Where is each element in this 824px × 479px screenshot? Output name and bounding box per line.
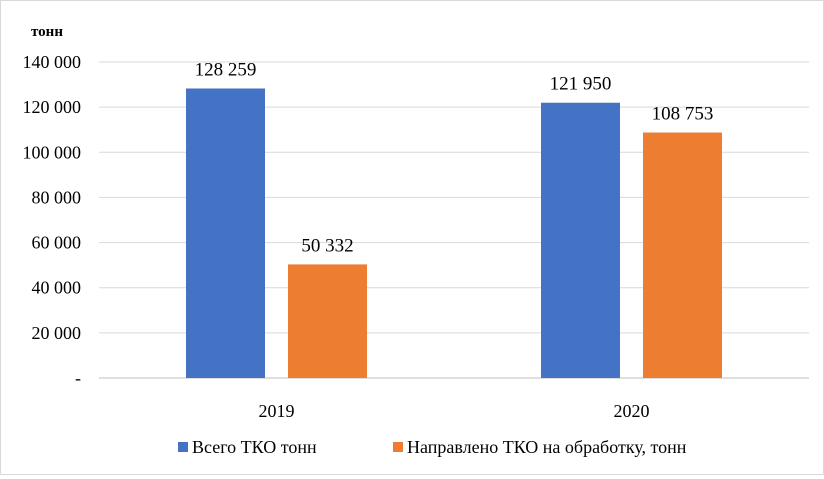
bar (288, 264, 367, 378)
legend-swatch (393, 442, 403, 452)
y-tick-label: - (75, 368, 81, 388)
y-tick-label: 100 000 (23, 142, 82, 162)
data-label: 121 950 (550, 74, 612, 95)
data-labels: 128 259 50 332 121 950 108 753 (195, 60, 714, 257)
bars (186, 88, 722, 379)
legend-label: Направлено ТКО на обработку, тонн (407, 437, 687, 457)
y-tick-label: 120 000 (23, 97, 82, 117)
y-axis-ticks: - 20 000 40 000 60 000 80 000 100 000 120 000 1… (23, 52, 82, 388)
data-label: 108 753 (652, 104, 714, 125)
legend-label: Всего ТКО тонн (192, 437, 317, 457)
legend: Всего ТКО тонн Направлено ТКО на обработк… (178, 437, 687, 457)
y-tick-label: 20 000 (32, 323, 82, 343)
y-tick-label: 140 000 (23, 52, 82, 72)
y-tick-label: 80 000 (32, 187, 82, 207)
bar (643, 132, 722, 378)
legend-swatch (178, 442, 188, 452)
y-axis-unit-label: тонн (31, 24, 63, 40)
y-tick-label: 60 000 (32, 233, 82, 253)
bar (541, 102, 620, 379)
x-category-label: 2020 (614, 401, 650, 421)
bar (186, 88, 265, 379)
data-label: 50 332 (301, 235, 353, 256)
x-category-label: 2019 (259, 401, 295, 421)
data-label: 128 259 (195, 60, 257, 81)
x-axis-categories: 2019 2020 (259, 401, 650, 421)
y-tick-label: 40 000 (32, 278, 82, 298)
